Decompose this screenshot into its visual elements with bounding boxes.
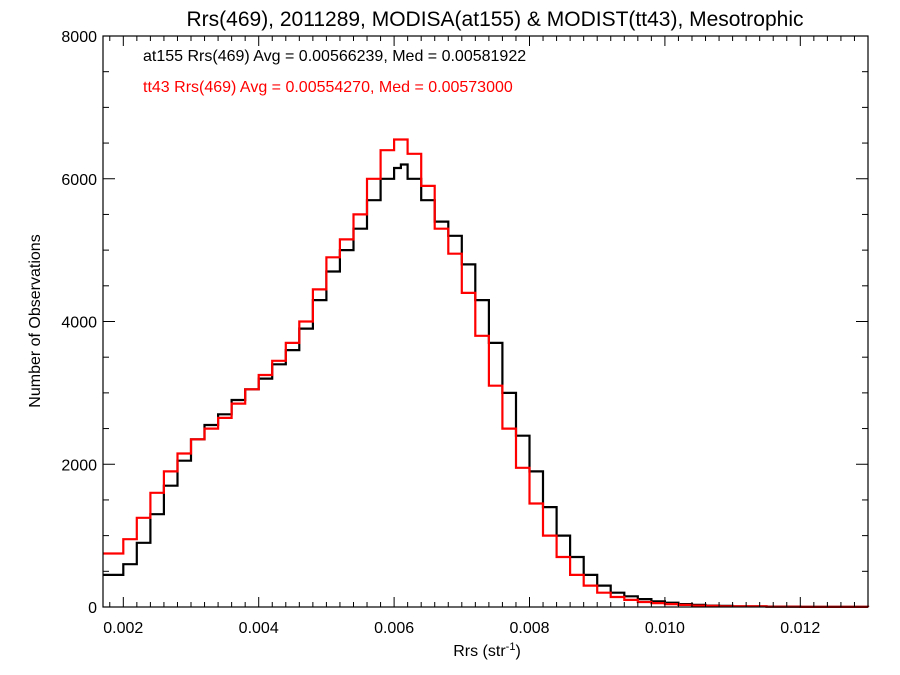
- y-tick-label: 6000: [61, 172, 97, 189]
- series-at155-line: [103, 163, 870, 608]
- chart-title: Rrs(469), 2011289, MODISA(at155) & MODIS…: [187, 8, 804, 31]
- x-tick-label: 0.002: [103, 620, 143, 637]
- y-tick-label: 0: [88, 600, 97, 617]
- y-tick-label: 2000: [61, 457, 97, 474]
- x-tick-label: 0.012: [780, 620, 820, 637]
- legend-entry-at155: at155 Rrs(469) Avg = 0.00566239, Med = 0…: [143, 48, 526, 65]
- y-tick-label: 8000: [61, 29, 97, 46]
- x-axis: 0.002 0.004 0.006 0.008 0.010 0.012: [103, 36, 855, 637]
- legend-entry-tt43: tt43 Rrs(469) Avg = 0.00554270, Med = 0.…: [143, 79, 513, 96]
- x-tick-label: 0.004: [239, 620, 279, 637]
- series-tt43-line: [103, 138, 870, 608]
- x-tick-label: 0.010: [645, 620, 685, 637]
- y-tick-label: 4000: [61, 315, 97, 332]
- x-tick-label: 0.006: [374, 620, 414, 637]
- y-axis: 0 2000 4000 6000 8000: [61, 29, 868, 617]
- plot-frame: [102, 35, 869, 608]
- series-layer: [103, 138, 870, 608]
- x-axis-label-close: ): [515, 643, 520, 660]
- x-axis-label-superscript: -1: [506, 641, 516, 653]
- x-axis-label: Rrs (str-1): [453, 641, 521, 660]
- x-axis-label-main: Rrs (str: [453, 643, 506, 660]
- x-tick-label: 0.008: [509, 620, 549, 637]
- y-axis-label: Number of Observations: [27, 234, 44, 407]
